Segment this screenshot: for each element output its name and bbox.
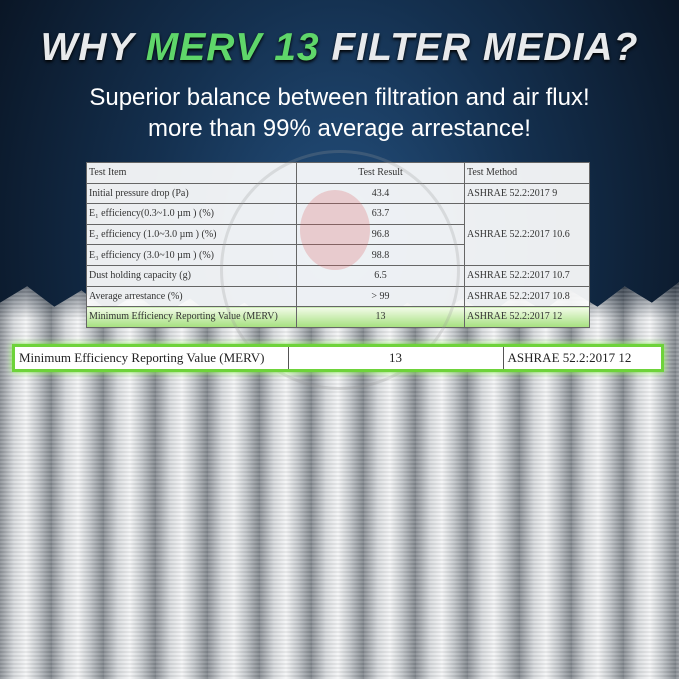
cell-result: 6.5 [296,264,465,287]
cell-item: E₁ efficiency(0.3~1.0 µm ) (%) [86,203,297,225]
header-test-item: Test Item [86,162,297,184]
cell-method: ASHRAE 52.2:2017 10.8 [464,285,590,308]
subtitle-line-2: more than 99% average arrestance! [148,115,531,142]
headline-part1: WHY [40,26,146,69]
cell-item: E₃ efficiency (3.0~10 µm ) (%) [86,244,297,266]
table-row-merv-highlighted: Minimum Efficiency Reporting Value (MERV… [86,306,590,328]
table-row: Initial pressure drop (Pa) 43.4 ASHRAE 5… [86,182,590,205]
cell-method: ASHRAE 52.2:2017 10.6 [464,203,590,266]
cell-result: 13 [296,306,465,328]
table-row: E₂ efficiency (1.0~3.0 µm ) (%) 96.8 [86,223,590,246]
headline-highlight: MERV 13 [145,26,320,69]
subtitle-line-1: Superior balance between filtration and … [89,84,590,111]
headline-part2: FILTER MEDIA? [319,26,639,69]
merv-callout: Minimum Efficiency Reporting Value (MERV… [12,344,664,372]
cell-item: Minimum Efficiency Reporting Value (MERV… [86,306,297,328]
cell-item: E₂ efficiency (1.0~3.0 µm ) (%) [86,223,297,246]
table-row: Average arrestance (%) > 99 ASHRAE 52.2:… [86,285,590,308]
ttri-watermark-logo [300,190,370,270]
test-results-table: Test Item Test Result Test Method Initia… [86,162,590,328]
header-test-result: Test Result [296,162,465,184]
callout-result: 13 [288,347,504,369]
pleated-filter-image [0,282,679,679]
cell-method: ASHRAE 52.2:2017 9 [464,182,590,205]
callout-method: ASHRAE 52.2:2017 12 [507,350,632,365]
header-test-method: Test Method [464,162,590,184]
cell-result: > 99 [296,285,465,308]
headline: WHY MERV 13 FILTER MEDIA? [0,26,679,70]
cell-item: Dust holding capacity (g) [86,264,297,287]
cell-item: Initial pressure drop (Pa) [86,182,297,205]
cell-method: ASHRAE 52.2:2017 10.7 [464,264,590,287]
callout-item: Minimum Efficiency Reporting Value (MERV… [15,347,289,369]
table-header-row: Test Item Test Result Test Method [86,162,590,184]
table-row: Dust holding capacity (g) 6.5 ASHRAE 52.… [86,264,590,287]
cell-method: ASHRAE 52.2:2017 12 [464,306,590,328]
cell-item: Average arrestance (%) [86,285,297,308]
